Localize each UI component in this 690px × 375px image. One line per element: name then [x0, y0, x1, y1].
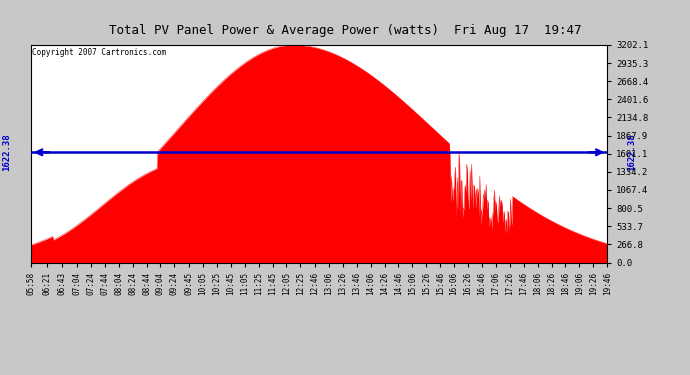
Text: 1622.38: 1622.38 [627, 134, 636, 171]
Text: Total PV Panel Power & Average Power (watts)  Fri Aug 17  19:47: Total PV Panel Power & Average Power (wa… [109, 24, 581, 38]
Text: 1622.38: 1622.38 [2, 134, 11, 171]
Text: Copyright 2007 Cartronics.com: Copyright 2007 Cartronics.com [32, 48, 166, 57]
